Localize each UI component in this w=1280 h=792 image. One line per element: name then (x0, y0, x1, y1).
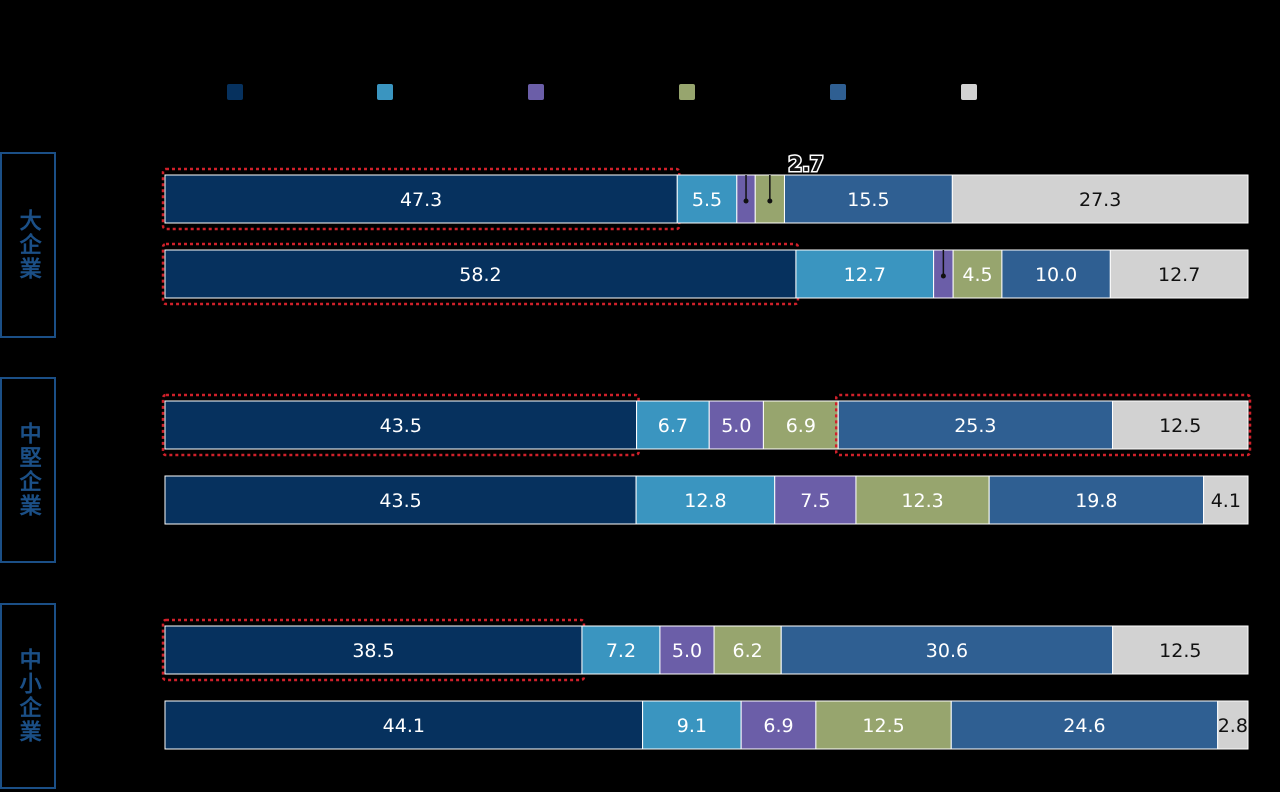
legend-swatch-1 (227, 84, 243, 100)
highlight-box-r2 (161, 393, 640, 457)
bar-segment-r4-s1 (581, 625, 661, 675)
bar-label-r2-s3: 6.9 (786, 415, 816, 437)
bar-label-r0-s4: 15.5 (847, 189, 889, 211)
legend-swatch-4 (679, 84, 695, 100)
leader-dot-r1-s2 (940, 273, 946, 279)
bar-segment-r3-s3 (855, 475, 990, 525)
bar-segment-r5-s1 (642, 700, 742, 750)
bar-segment-r1-s1 (795, 249, 935, 299)
bar-segment-r0-s5 (951, 174, 1249, 224)
bar-label-r2-s4: 25.3 (954, 415, 996, 437)
bar-segment-r5-s5 (1217, 700, 1249, 750)
legend-swatch-5 (830, 84, 846, 100)
bar-label-r4-s2: 5.0 (672, 640, 702, 662)
bar-segment-r2-s0 (164, 400, 638, 450)
highlight-box-r2 (834, 393, 1252, 457)
bar-segment-r4-s5 (1112, 625, 1249, 675)
bar-segment-r1-s5 (1109, 249, 1249, 299)
bar-label-r3-s0: 43.5 (379, 490, 421, 512)
bar-segment-r0-s0 (164, 174, 678, 224)
bar-segment-r2-s5 (1111, 400, 1249, 450)
bar-segment-r2-s4 (837, 400, 1113, 450)
bar-segment-r0-s4 (783, 174, 953, 224)
bar-segment-r2-s3 (762, 400, 839, 450)
legend-swatch-2 (377, 84, 393, 100)
bar-segment-r3-s0 (164, 475, 637, 525)
bar-label-r3-s4: 19.8 (1075, 490, 1117, 512)
group-label-large: 大企業 (0, 152, 56, 338)
bar-segment-r3-s4 (988, 475, 1205, 525)
bar-label-r5-s2: 6.9 (763, 715, 793, 737)
bar-label-r4-s1: 7.2 (606, 640, 636, 662)
bar-label-r2-s1: 6.7 (658, 415, 688, 437)
bar-segment-r5-s4 (950, 700, 1219, 750)
bar-label-r2-s0: 43.5 (380, 415, 422, 437)
bar-label-r2-s2: 5.0 (721, 415, 751, 437)
bar-label-r4-s3: 6.2 (733, 640, 763, 662)
group-label-small: 中小企業 (0, 603, 56, 789)
bar-label-r4-s0: 38.5 (352, 640, 394, 662)
group-label-midsize: 中堅企業 (0, 377, 56, 563)
bar-segment-r4-s4 (780, 625, 1114, 675)
bar-label-r3-s2: 7.5 (800, 490, 830, 512)
callout-label: 2.7 (788, 152, 823, 176)
legend-swatch-3 (528, 84, 544, 100)
leader-dot-r0-s3 (767, 198, 773, 204)
bar-label-r3-s5: 4.1 (1211, 490, 1241, 512)
bar-segment-r4-s3 (713, 625, 782, 675)
bar-segment-r5-s0 (164, 700, 644, 750)
bar-label-r2-s5: 12.5 (1159, 415, 1201, 437)
bar-segment-r1-s4 (1001, 249, 1111, 299)
bar-segment-r5-s2 (740, 700, 817, 750)
bar-label-r5-s1: 9.1 (677, 715, 707, 737)
bar-label-r1-s0: 58.2 (459, 264, 501, 286)
bar-label-r5-s0: 44.1 (383, 715, 425, 737)
bar-segment-r4-s0 (164, 625, 583, 675)
bar-segment-r1-s0 (164, 249, 797, 299)
bar-label-r4-s4: 30.6 (926, 640, 968, 662)
bar-label-r1-s5: 12.7 (1158, 264, 1200, 286)
bar-segment-r3-s1 (635, 475, 776, 525)
bar-segment-r2-s2 (708, 400, 764, 450)
bar-label-r0-s1: 5.5 (692, 189, 722, 211)
bar-label-r5-s3: 12.5 (862, 715, 904, 737)
bar-label-r0-s5: 27.3 (1079, 189, 1121, 211)
bar-label-r1-s3: 4.5 (962, 264, 992, 286)
bar-segment-r0-s1 (676, 174, 738, 224)
bar-label-r1-s1: 12.7 (844, 264, 886, 286)
bar-label-r1-s4: 10.0 (1035, 264, 1077, 286)
bar-segment-r2-s1 (636, 400, 710, 450)
bar-label-r4-s5: 12.5 (1159, 640, 1201, 662)
leader-dot-r0-s2 (743, 198, 749, 204)
bar-segment-r1-s3 (952, 249, 1003, 299)
bar-segment-r3-s5 (1203, 475, 1249, 525)
legend-swatch-6 (961, 84, 977, 100)
bar-label-r0-s0: 47.3 (400, 189, 442, 211)
bar-label-r5-s5: 2.8 (1218, 715, 1248, 737)
bar-label-r3-s1: 12.8 (684, 490, 726, 512)
bar-label-r5-s4: 24.6 (1063, 715, 1105, 737)
bar-label-r3-s3: 12.3 (901, 490, 943, 512)
